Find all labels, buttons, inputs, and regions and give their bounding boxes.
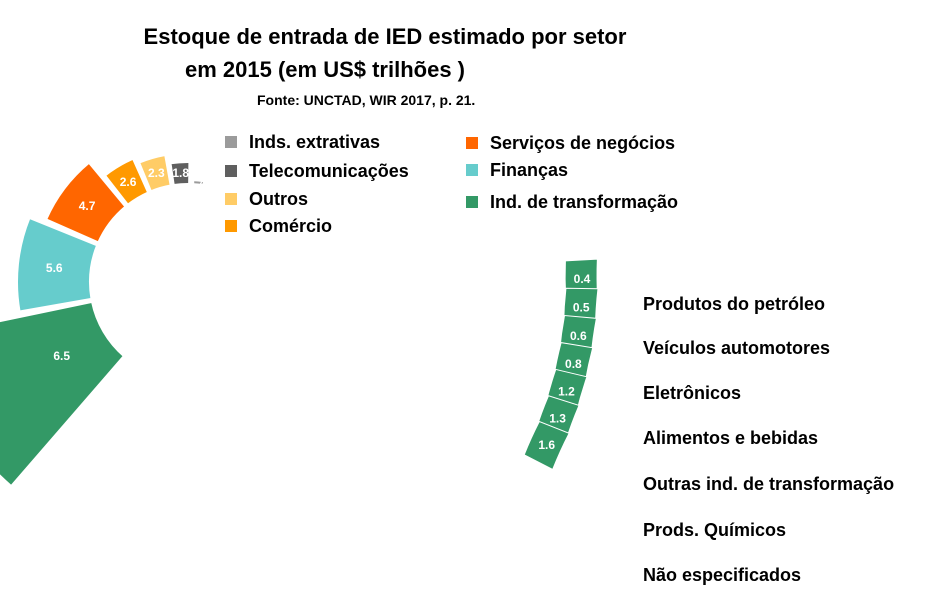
breakdown-label-eletronicos: Eletrônicos <box>643 383 741 403</box>
legend-swatch-telecomunicacoes <box>225 165 237 177</box>
sector-value-telecomunicacoes: 1.8 <box>172 166 189 180</box>
sector-servicos-de-negocios <box>44 161 127 244</box>
sector-value-outros: 2.3 <box>148 166 165 180</box>
legend-label-outros: Outros <box>249 189 308 209</box>
sunburst-inner-ring: 1.41.8 2.3 2.6 4.7 5.6 6.5 <box>0 153 207 488</box>
legend-label-servicos-de-negocios: Serviços de negócios <box>490 133 675 153</box>
legend-swatch-financas <box>466 164 478 176</box>
legend-label-ind-de-transformacao: Ind. de transformação <box>490 192 678 212</box>
breakdown-label-veiculos-automotores: Veículos automotores <box>643 338 830 358</box>
breakdown-label-outras-ind-de-transformacao: Outras ind. de transformação <box>643 474 894 494</box>
sector-outros <box>137 153 172 193</box>
breakdown-label-nao-especificados: Não especificados <box>643 565 801 585</box>
legend-swatch-servicos-de-negocios <box>466 137 478 149</box>
chart-source: Fonte: UNCTAD, WIR 2017, p. 21. <box>257 92 475 108</box>
sector-financas <box>16 216 99 313</box>
breakdown-value-nao-especificados: 1.6 <box>538 438 555 452</box>
legend-label-comercio: Comércio <box>249 216 332 236</box>
breakdown-value-prods-quimicos: 1.3 <box>549 412 566 426</box>
sector-value-servicos-de-negocios: 4.7 <box>79 199 96 213</box>
sector-inds-extrativas <box>191 179 206 187</box>
breakdown-label-prods-quimicos: Prods. Químicos <box>643 520 786 540</box>
breakdown-value-alimentos-e-bebidas: 0.8 <box>565 357 582 371</box>
chart-title-line1: Estoque de entrada de IED estimado por s… <box>144 24 627 49</box>
breakdown-label-produtos-do-petroleo: Produtos do petróleo <box>643 294 825 314</box>
sector-ind-de-transformacao <box>0 300 126 488</box>
legend-swatch-outros <box>225 193 237 205</box>
legend-label-inds-extrativas: Inds. extrativas <box>249 132 380 152</box>
sector-value-ind-de-transformacao: 6.5 <box>53 349 70 363</box>
sector-value-financas: 5.6 <box>46 261 63 275</box>
sector-value-inds-extrativas: 1.4 <box>190 176 207 190</box>
breakdown-bar-nao-especificados <box>523 420 570 471</box>
breakdown-label-alimentos-e-bebidas: Alimentos e bebidas <box>643 428 818 448</box>
breakdown-value-outras-ind-de-transformacao: 1.2 <box>558 385 575 399</box>
legend-label-telecomunicacoes: Telecomunicações <box>249 161 409 181</box>
breakdown-value-eletronicos: 0.6 <box>570 329 587 343</box>
chart-title-line2: em 2015 (em US$ trilhões ) <box>185 57 465 82</box>
breakdown-value-produtos-do-petroleo: 0.4 <box>574 272 591 286</box>
legend-swatch-inds-extrativas <box>225 136 237 148</box>
legend-label-financas: Finanças <box>490 160 568 180</box>
legend-swatch-ind-de-transformacao <box>466 196 478 208</box>
breakdown-value-veiculos-automotores: 0.5 <box>573 301 590 315</box>
sector-value-comercio: 2.6 <box>120 175 137 189</box>
sector-telecomunicacoes <box>169 161 191 187</box>
legend-swatch-comercio <box>225 220 237 232</box>
legend: Inds. extrativas Telecomunicações Outros Co… <box>225 132 678 236</box>
manufacturing-breakdown: 0.4 Produtos do petróleo 0.5 Veículos autom… <box>523 258 894 585</box>
sector-comercio <box>103 157 150 207</box>
